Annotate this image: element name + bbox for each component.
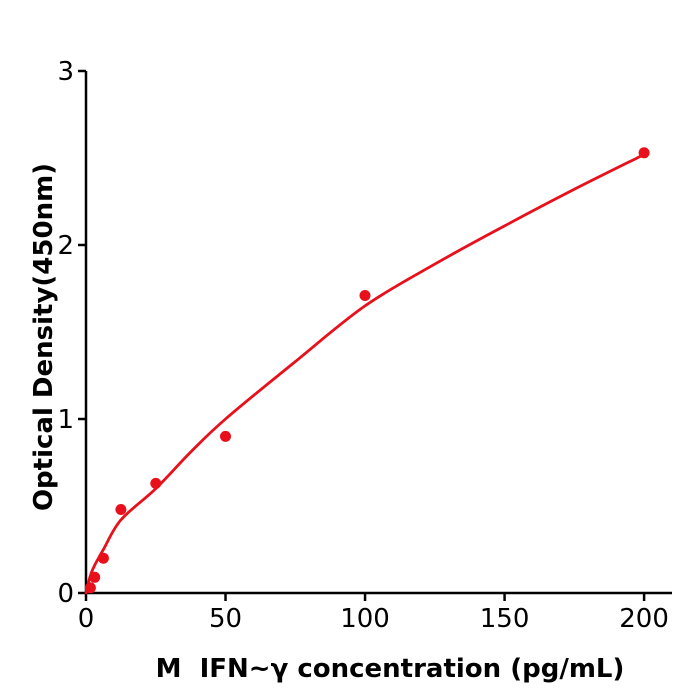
data-point — [220, 430, 231, 442]
y-tick-label: 2 — [57, 231, 74, 261]
data-point — [97, 552, 109, 564]
y-tick-label: 3 — [57, 57, 74, 87]
y-axis-title: Optical Density(450nm) — [29, 163, 59, 511]
data-point — [84, 582, 96, 594]
fit-curve-line — [84, 153, 646, 595]
x-axis-title: M IFN~γ concentration (pg/mL) — [156, 654, 625, 684]
x-tick-label: 200 — [619, 604, 669, 634]
x-tick-label: 150 — [480, 604, 530, 634]
data-point — [359, 290, 371, 301]
axes-layer: 0 50 100 150 200 0 1 2 3 — [57, 57, 672, 634]
axis-spines — [84, 71, 672, 595]
y-tick-label: 1 — [57, 405, 74, 435]
x-tick-label: 0 — [78, 604, 95, 634]
x-tick-label: 100 — [340, 604, 390, 634]
y-tick-label: 0 — [57, 579, 74, 609]
x-tick-label: 50 — [209, 604, 242, 634]
data-point — [89, 571, 101, 583]
curve-layer — [84, 153, 646, 595]
points-layer — [84, 147, 650, 594]
data-point — [115, 504, 127, 515]
data-point — [150, 477, 162, 489]
data-point — [638, 147, 650, 159]
